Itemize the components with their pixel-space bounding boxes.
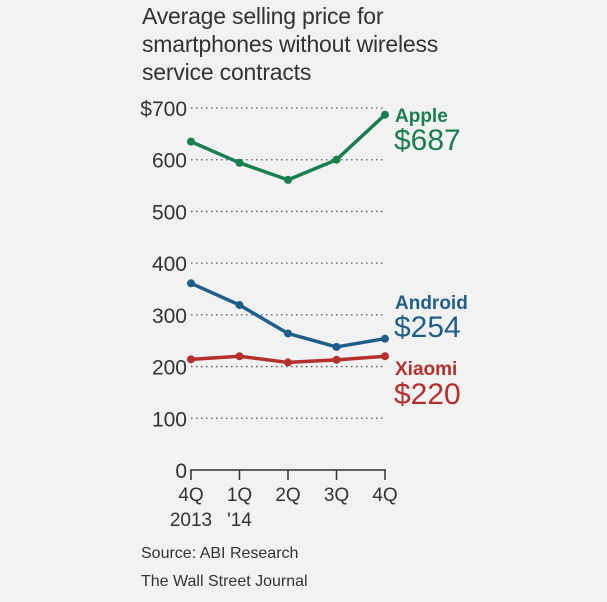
series-name-android: Android [395,293,468,314]
x-tick-sublabel: 2013 [170,510,212,531]
x-tick-label: 4Q [372,485,397,506]
data-point-android [381,334,389,343]
data-point-xiaomi [381,352,389,361]
source-note: Source: ABI Research [141,545,299,562]
data-point-apple [381,110,389,119]
y-tick-label: 600 [152,150,187,173]
data-point-xiaomi [187,355,195,364]
chart-title: Average selling price for smartphones wi… [142,3,439,85]
series-name-xiaomi: Xiaomi [395,359,457,380]
data-point-android [235,301,244,310]
data-point-apple [235,158,244,167]
data-point-android [332,342,341,351]
series-name-apple: Apple [395,106,448,127]
series-value-android: $254 [394,311,461,344]
data-point-xiaomi [235,352,244,361]
data-point-android [187,279,195,288]
data-point-xiaomi [332,355,341,364]
series-value-apple: $687 [394,124,461,157]
data-point-apple [284,175,292,184]
x-tick-sublabel: '14 [227,510,252,531]
x-tick-label: 2Q [275,485,300,506]
data-point-apple [332,155,341,164]
y-tick-label: 200 [152,357,187,380]
y-tick-label: 100 [152,408,187,431]
publisher-credit: The Wall Street Journal [141,573,308,590]
x-tick-label: 1Q [227,485,252,506]
x-tick-label: 4Q [178,485,203,506]
y-tick-label: $700 [140,98,187,121]
data-point-apple [187,137,195,146]
x-tick-label: 3Q [324,485,349,506]
series-line-apple [189,112,387,182]
series-value-xiaomi: $220 [394,378,461,411]
data-point-android [284,329,292,338]
data-point-xiaomi [284,358,292,367]
y-tick-label: 500 [152,201,187,224]
y-tick-label: 400 [152,253,187,276]
y-tick-label: 300 [152,305,187,328]
y-tick-label: 0 [175,460,187,483]
